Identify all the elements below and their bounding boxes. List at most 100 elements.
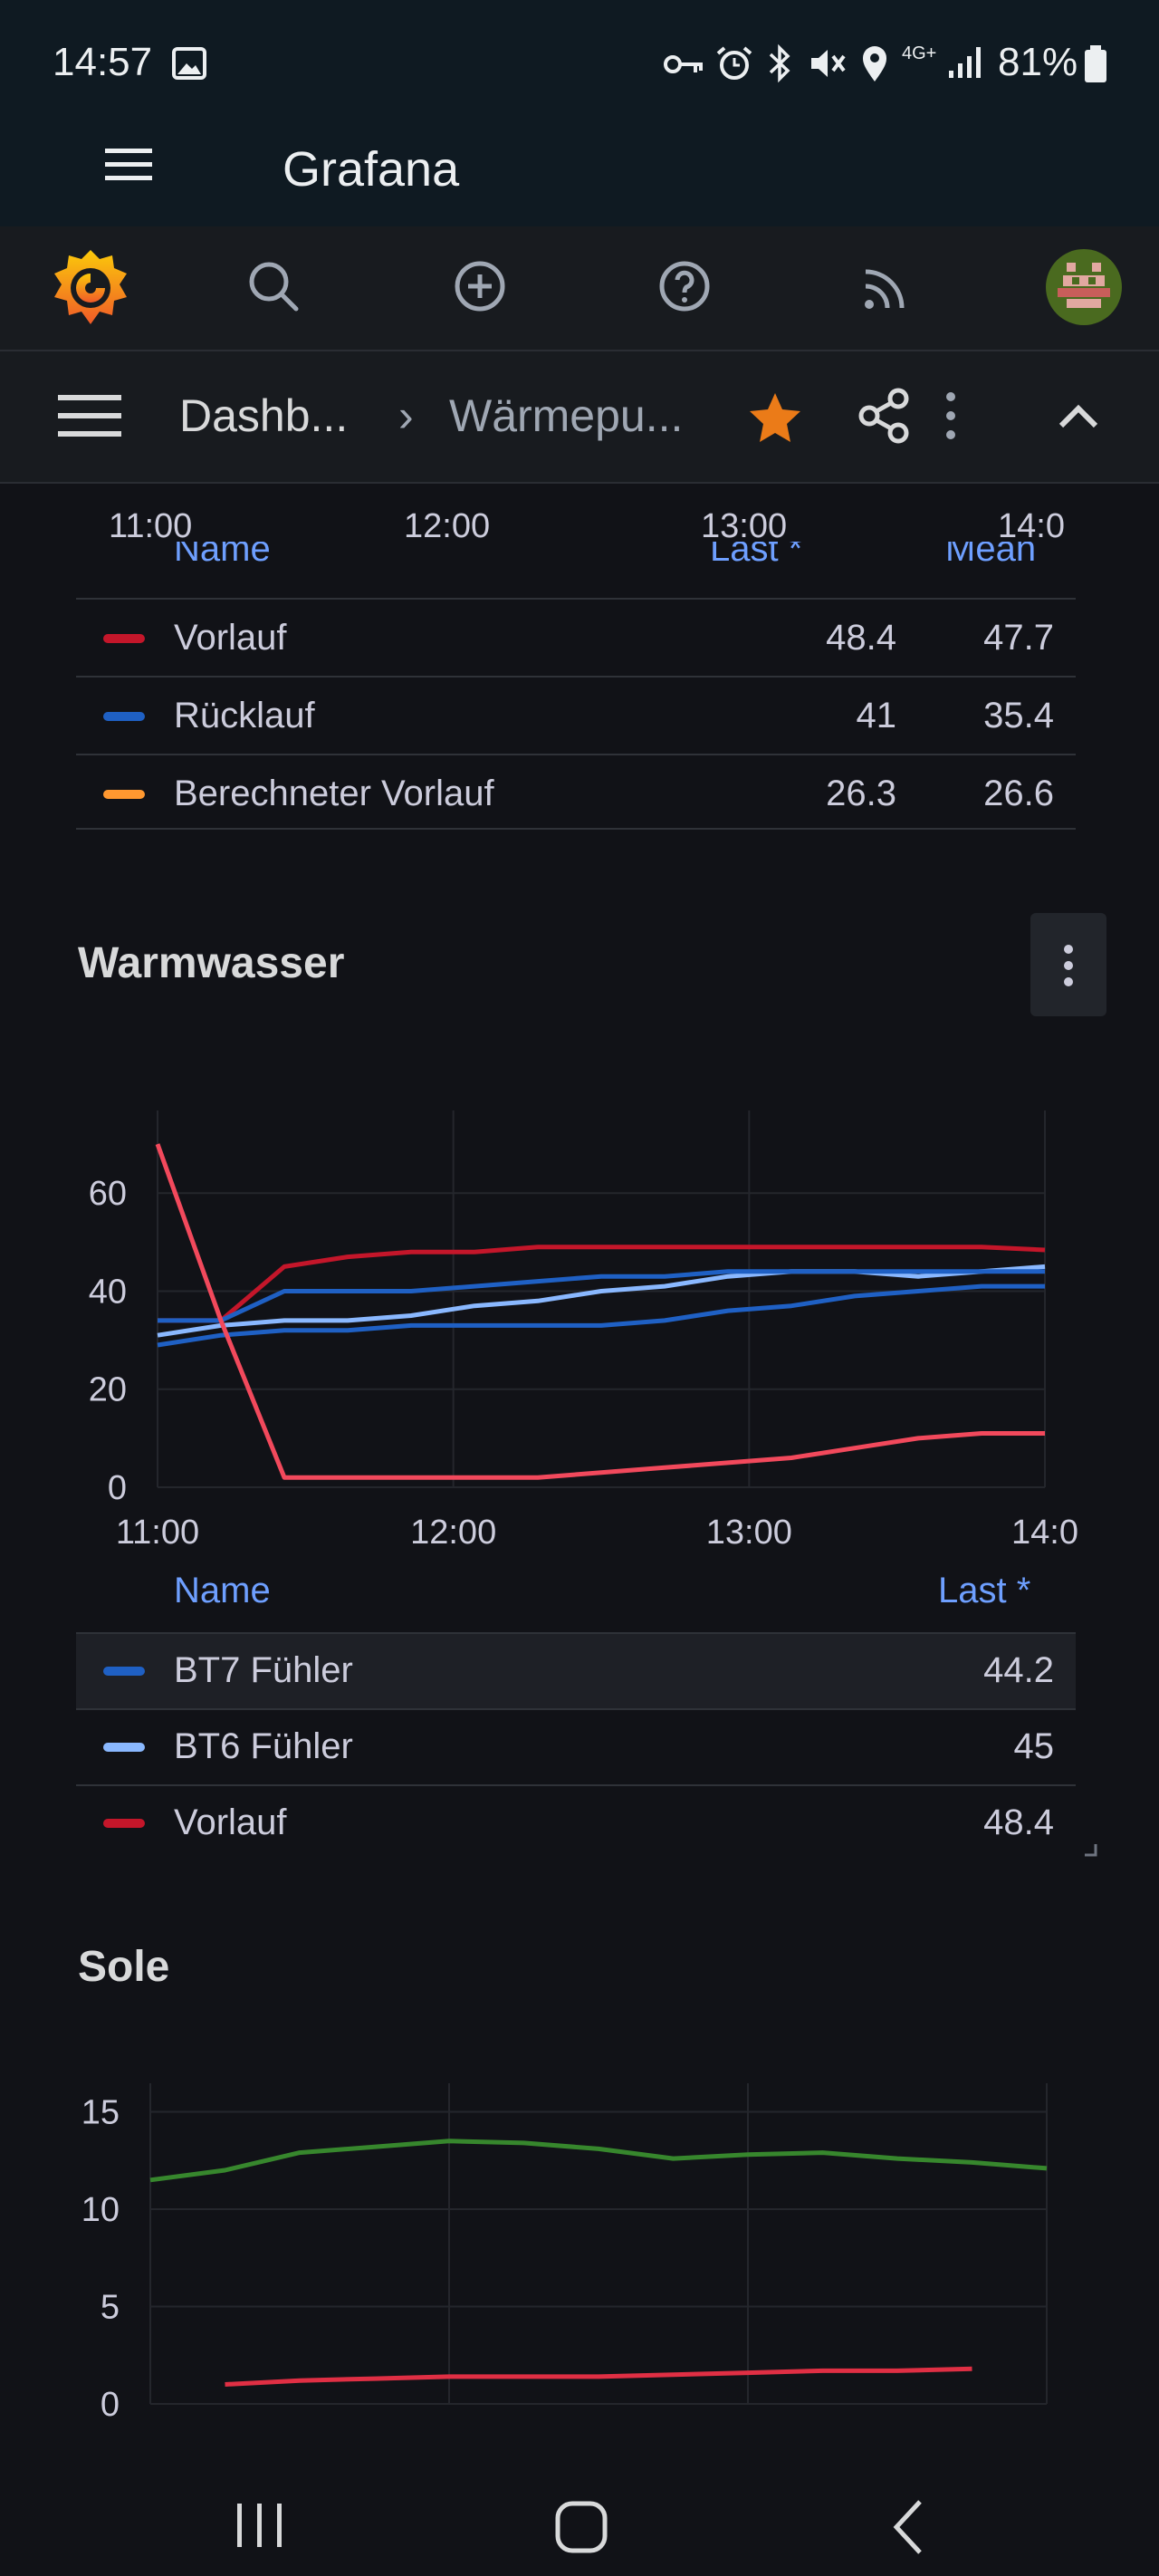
legend-row[interactable]: Rücklauf 41 35.4 [76, 678, 1076, 754]
network-type: 4G+ [902, 43, 937, 63]
legend-row[interactable]: Vorlauf 48.4 47.7 [76, 600, 1076, 676]
divider [76, 1632, 1076, 1634]
legend-mean-value: 47.7 [983, 618, 1054, 658]
divider [76, 1708, 1076, 1710]
x-tick-label: 13:00 [706, 1514, 792, 1552]
share-icon[interactable] [858, 388, 911, 444]
series-line [155, 1143, 1045, 1480]
search-icon[interactable] [246, 259, 301, 313]
help-icon[interactable] [657, 259, 712, 313]
bluetooth-icon [766, 43, 793, 83]
legend-header-last[interactable]: Last * [710, 542, 803, 562]
legend-last-value: 48.4 [983, 1802, 1054, 1842]
key-icon [663, 51, 704, 78]
legend-series-name: Vorlauf [174, 618, 287, 658]
alarm-icon [715, 45, 753, 82]
divider [76, 754, 1076, 755]
legend-series-name: Rücklauf [174, 696, 315, 735]
location-icon [860, 43, 889, 83]
chevron-up-icon[interactable] [1058, 402, 1099, 429]
signal-icon [947, 43, 987, 80]
legend-header-name[interactable]: Name [174, 1571, 271, 1610]
legend-series-name: Berechneter Vorlauf [174, 774, 494, 813]
y-tick-label: 20 [89, 1371, 127, 1409]
home-icon[interactable] [554, 2500, 608, 2554]
legend-row[interactable]: Vorlauf 48.4 [76, 1786, 1076, 1860]
dashboard-menu-icon[interactable] [56, 391, 123, 440]
panel-menu-button[interactable] [1030, 913, 1106, 1016]
more-options-icon[interactable] [942, 389, 960, 442]
divider [76, 1784, 1076, 1786]
legend-last-value: 26.3 [826, 774, 896, 813]
legend-header-name[interactable]: Name [174, 542, 271, 562]
add-icon[interactable] [453, 259, 507, 313]
divider [76, 676, 1076, 678]
breadcrumb-dashboards[interactable]: Dashb... [179, 390, 349, 441]
app-bar: Grafana [0, 127, 1159, 226]
battery-level: 81% [998, 40, 1078, 84]
panel-warmwasser: Warmwasser 0 20 40 60 11:00 12:00 13:00 14:0 Na… [0, 897, 1159, 1875]
series-color-swatch [103, 634, 145, 643]
warmwasser-chart[interactable]: 0 20 40 60 11:00 12:00 13:00 14:0 [0, 1060, 1159, 1585]
series-line [225, 2366, 972, 2387]
y-tick-label: 0 [101, 2386, 120, 2417]
menu-icon[interactable] [101, 143, 156, 187]
legend-row[interactable]: BT7 Fühler 44.2 [76, 1634, 1076, 1708]
x-tick-label: 12:00 [410, 1514, 496, 1552]
series-line [158, 1245, 1046, 1323]
back-icon[interactable] [889, 2498, 925, 2556]
legend-mean-value: 26.6 [983, 774, 1054, 813]
x-tick: 12:00 [404, 507, 491, 545]
series-color-swatch [103, 1667, 145, 1676]
series-line [149, 2139, 1048, 2183]
y-tick-label: 5 [101, 2289, 120, 2327]
series-line [158, 1269, 1045, 1323]
legend-last-value: 44.2 [983, 1650, 1054, 1690]
series-line [157, 1264, 1046, 1338]
avatar[interactable] [1045, 248, 1123, 326]
panel-title[interactable]: Sole [78, 1943, 170, 1991]
android-navigation-bar [0, 2417, 1159, 2576]
panel-menu-icon [1064, 945, 1073, 986]
legend-table: BT7 Fühler 44.2 BT6 Fühler 45 Vorlauf 48… [76, 1632, 1076, 1868]
x-tick-label: 14:0 [1011, 1514, 1078, 1552]
star-icon[interactable] [748, 391, 802, 444]
panel-sole: Sole 0 5 10 15 [0, 1920, 1159, 2417]
y-tick-label: 15 [81, 2094, 120, 2132]
panel-title[interactable]: Warmwasser [78, 939, 345, 987]
series-color-swatch [103, 1743, 145, 1752]
feed-icon[interactable] [862, 261, 913, 312]
y-tick-label: 0 [108, 1469, 127, 1507]
y-tick-label: 40 [89, 1273, 127, 1311]
legend-series-name: BT7 Fühler [174, 1650, 353, 1690]
legend-last-value: 41 [856, 696, 897, 735]
status-time: 14:57 [53, 40, 153, 84]
legend-series-name: BT6 Fühler [174, 1726, 353, 1766]
breadcrumb-dashboard-title[interactable]: Wärmepu... [449, 390, 684, 441]
image-icon [172, 47, 206, 80]
panel-heating: 11:00 12:00 13:00 14:0 Name Last * Mean … [0, 484, 1159, 846]
legend-last-value: 45 [1013, 1726, 1055, 1766]
x-tick: 13:00 [701, 507, 788, 545]
series-color-swatch [103, 1819, 145, 1828]
mute-icon [808, 45, 848, 82]
series-line [157, 1283, 1045, 1348]
y-tick-label: 10 [81, 2191, 120, 2229]
status-bar: 14:57 4G+ 81% [0, 0, 1159, 127]
x-tick: 14:0 [998, 507, 1065, 545]
legend-row[interactable]: BT6 Fühler 45 [76, 1710, 1076, 1784]
resize-handle-icon[interactable] [1083, 1842, 1097, 1857]
legend-header-last[interactable]: Last * [938, 1571, 1031, 1610]
series-color-swatch [103, 712, 145, 721]
app-title: Grafana [283, 142, 460, 197]
x-tick: 11:00 [109, 507, 193, 545]
series-color-swatch [103, 790, 145, 799]
legend-series-name: Vorlauf [174, 1802, 287, 1842]
legend-row[interactable]: Berechneter Vorlauf 26.3 26.6 [76, 755, 1076, 831]
recents-icon[interactable] [234, 2500, 286, 2551]
divider [76, 828, 1076, 830]
y-tick-label: 60 [89, 1175, 127, 1213]
grafana-logo[interactable] [51, 246, 130, 328]
sole-chart[interactable]: 0 5 10 15 [0, 2047, 1159, 2417]
legend-header-mean[interactable]: Mean [945, 542, 1037, 562]
